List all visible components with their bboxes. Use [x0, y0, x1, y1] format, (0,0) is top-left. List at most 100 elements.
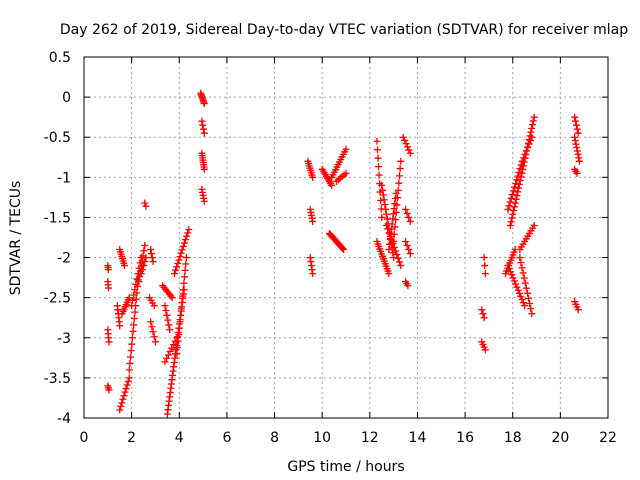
x-tick-label: 2: [127, 430, 136, 446]
data-point: [164, 316, 172, 324]
data-point: [172, 266, 180, 274]
data-point: [171, 270, 179, 278]
plot-frame: [83, 56, 609, 419]
data-point: [507, 194, 515, 202]
data-point: [380, 196, 388, 204]
data-point: [402, 205, 410, 213]
data-point: [392, 247, 400, 255]
data-point: [176, 318, 184, 326]
data-point: [519, 269, 527, 277]
data-point: [131, 308, 139, 316]
data-point: [130, 315, 138, 323]
data-point: [572, 121, 580, 129]
data-point: [174, 343, 182, 351]
data-point: [571, 137, 579, 145]
chart-title: Day 262 of 2019, Sidereal Day-to-day VTE…: [60, 22, 628, 38]
data-point: [149, 328, 157, 336]
data-point: [147, 246, 155, 254]
data-point: [378, 213, 386, 221]
data-point: [405, 146, 413, 154]
data-point: [395, 179, 403, 187]
data-point: [515, 180, 523, 188]
data-point: [126, 359, 134, 367]
data-point: [177, 311, 185, 319]
data-point: [179, 292, 187, 300]
data-point: [573, 147, 581, 155]
data-point: [479, 310, 487, 318]
data-point: [504, 262, 512, 270]
data-point: [516, 254, 524, 262]
data-point: [403, 242, 411, 250]
x-tick-label: 20: [551, 430, 569, 446]
data-point: [378, 181, 386, 189]
x-tick-label: 22: [599, 430, 617, 446]
data-point: [340, 246, 348, 254]
data-point: [527, 128, 535, 136]
data-point: [404, 282, 412, 290]
data-point: [163, 354, 171, 362]
data-points: [104, 89, 583, 418]
data-point: [509, 274, 517, 282]
y-tick-label: -0.5: [44, 130, 71, 146]
x-tick-label: 4: [175, 430, 184, 446]
data-point: [375, 163, 383, 171]
data-point: [165, 321, 173, 329]
data-point: [529, 117, 537, 125]
data-point: [128, 334, 136, 342]
data-point: [151, 338, 159, 346]
data-point: [516, 289, 524, 297]
data-point: [138, 266, 146, 274]
data-point: [377, 197, 385, 205]
data-point: [529, 121, 537, 129]
data-point: [200, 165, 208, 173]
data-point: [395, 258, 403, 266]
data-point: [177, 305, 185, 313]
data-point: [518, 157, 526, 165]
data-point: [141, 242, 149, 250]
data-point: [394, 194, 402, 202]
data-point: [200, 100, 208, 108]
data-point: [525, 294, 533, 302]
data-point: [393, 251, 401, 259]
data-point: [519, 299, 527, 307]
data-point: [120, 392, 128, 400]
data-point: [520, 154, 528, 162]
data-point: [130, 321, 138, 329]
x-tick-label: 16: [456, 430, 474, 446]
data-point: [481, 346, 489, 354]
y-tick-label: -4: [57, 411, 71, 427]
data-point: [184, 229, 192, 237]
data-point: [384, 225, 392, 233]
data-point: [393, 201, 401, 209]
data-point: [517, 259, 525, 267]
data-point: [180, 239, 188, 247]
data-point: [518, 169, 526, 177]
data-point: [406, 250, 414, 258]
data-point: [178, 246, 186, 254]
x-tick-label: 12: [361, 430, 379, 446]
data-point: [514, 286, 522, 294]
data-point: [373, 137, 381, 145]
data-point: [403, 209, 411, 217]
data-point: [128, 302, 136, 310]
data-point: [373, 146, 381, 154]
data-point: [162, 307, 170, 315]
data-point: [116, 322, 124, 330]
data-point: [164, 351, 172, 359]
data-point: [527, 305, 535, 313]
data-point: [388, 236, 396, 244]
data-point: [506, 198, 514, 206]
data-point: [571, 113, 579, 121]
data-point: [512, 180, 520, 188]
data-point: [399, 133, 407, 141]
data-point: [386, 232, 394, 240]
data-point: [509, 210, 517, 218]
data-point: [149, 258, 157, 266]
data-point: [394, 186, 402, 194]
data-point: [574, 129, 582, 137]
data-point: [339, 244, 347, 252]
data-point: [406, 149, 414, 157]
x-tick-label: 18: [504, 430, 522, 446]
data-point: [130, 291, 138, 299]
data-point: [127, 353, 135, 361]
